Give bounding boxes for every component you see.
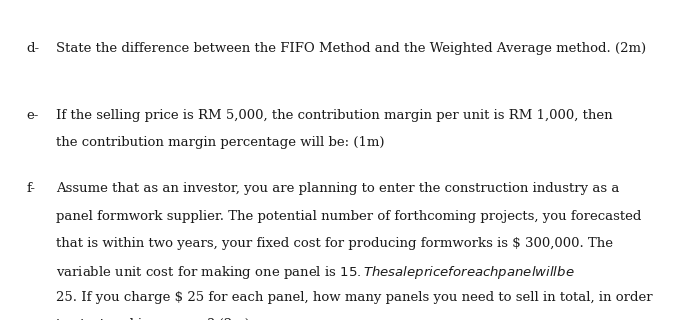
Text: State the difference between the FIFO Method and the Weighted Average method. (2: State the difference between the FIFO Me… <box>56 42 646 55</box>
Text: the contribution margin percentage will be: (1m): the contribution margin percentage will … <box>56 136 384 149</box>
Text: If the selling price is RM 5,000, the contribution margin per unit is RM 1,000, : If the selling price is RM 5,000, the co… <box>56 109 612 122</box>
Text: f-: f- <box>27 182 36 196</box>
Text: variable unit cost for making one panel is $ 15. The sale price for each panel w: variable unit cost for making one panel … <box>56 264 575 281</box>
Text: 25. If you charge $ 25 for each panel, how many panels you need to sell in total: 25. If you charge $ 25 for each panel, h… <box>56 291 652 304</box>
Text: to start making money? (2m): to start making money? (2m) <box>56 318 250 320</box>
Text: e-: e- <box>27 109 39 122</box>
Text: that is within two years, your fixed cost for producing formworks is $ 300,000. : that is within two years, your fixed cos… <box>56 237 613 250</box>
Text: d-: d- <box>27 42 40 55</box>
Text: panel formwork supplier. The potential number of forthcoming projects, you forec: panel formwork supplier. The potential n… <box>56 210 641 223</box>
Text: Assume that as an investor, you are planning to enter the construction industry : Assume that as an investor, you are plan… <box>56 182 620 196</box>
